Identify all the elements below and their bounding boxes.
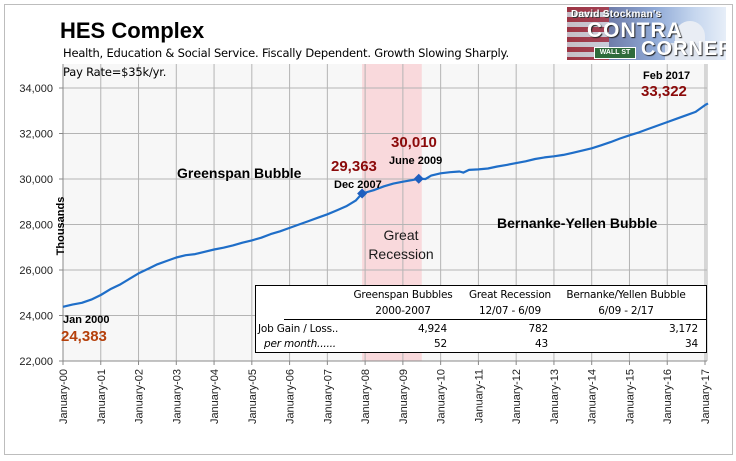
logo-author: David Stockman's — [571, 9, 662, 20]
x-tick-label: January-00 — [58, 369, 70, 424]
table-cell-jobgain-bernanke: 3,172 — [668, 323, 698, 335]
capitol-base-graphic — [665, 43, 717, 60]
table-cell-permonth-bernanke: 34 — [685, 338, 698, 350]
x-tick-label: January-09 — [398, 369, 410, 424]
series-line — [62, 102, 709, 308]
logo-corner: CORNER — [641, 38, 726, 60]
x-tick-label: January-01 — [96, 369, 108, 424]
annotation-jan2000-value: 24,383 — [61, 328, 107, 345]
annotation-feb2017-value: 33,322 — [641, 83, 687, 100]
x-tick-label: January-16 — [662, 369, 674, 424]
table-header-recession: Great Recession — [468, 289, 552, 301]
y-tick-label: 24,000 — [19, 311, 53, 323]
region-label-recession-line2: Recession — [368, 246, 434, 262]
chart-subtitle: Health, Education & Social Service. Fisc… — [63, 46, 509, 60]
table-cell-jobgain-recession: 782 — [528, 323, 549, 335]
x-tick-label: January-02 — [134, 369, 146, 424]
contra-corner-logo: David Stockman's CONTRA WALL ST CORNER — [567, 7, 726, 60]
x-tick-label: January-03 — [171, 369, 183, 424]
logo-contra: CONTRA — [587, 19, 683, 42]
x-tick-label: January-11 — [473, 369, 485, 423]
y-tick-label: 30,000 — [19, 174, 53, 186]
annotation-jun2009-date: June 2009 — [389, 155, 443, 167]
table-row-label-jobgain: Job Gain / Loss.. — [258, 323, 339, 335]
region-label-greenspan: Greenspan Bubble — [177, 165, 302, 181]
y-tick-label: 22,000 — [19, 356, 53, 368]
chart-title: HES Complex — [60, 18, 205, 43]
table-period-recession: 12/07 - 6/09 — [479, 305, 541, 317]
table-header-bernanke: Bernanke/Yellen Bubble — [566, 289, 686, 301]
x-tick-label: January-06 — [285, 369, 297, 424]
annotation-jan2000-date: Jan 2000 — [63, 314, 110, 326]
region-label-recession: Great Recession — [360, 226, 442, 264]
table-header-divider — [284, 319, 706, 320]
y-tick-label: 34,000 — [19, 83, 53, 95]
x-tick-label: January-12 — [511, 369, 523, 424]
x-tick-label: January-05 — [247, 369, 259, 424]
table-row-label-permonth: per month...... — [264, 338, 336, 350]
y-axis-label: Thousands — [55, 197, 67, 256]
y-tick-label: 28,000 — [19, 220, 53, 232]
y-tick-label: 26,000 — [19, 265, 53, 277]
summary-table: Greenspan Bubbles Great Recession Bernan… — [255, 285, 707, 353]
annotation-jun2009-value: 30,010 — [391, 134, 437, 151]
annotation-feb2017-date: Feb 2017 — [643, 70, 691, 82]
y-tick-label: 32,000 — [19, 129, 53, 141]
region-label-bernanke: Bernanke-Yellen Bubble — [497, 215, 658, 231]
table-cell-permonth-greenspan: 52 — [434, 338, 447, 350]
annotation-dec2007-value: 29,363 — [331, 158, 377, 175]
x-tick-label: January-13 — [549, 369, 561, 424]
x-tick-label: January-15 — [624, 369, 636, 424]
table-period-greenspan: 2000-2007 — [375, 305, 431, 317]
x-tick-label: January-14 — [587, 369, 599, 424]
table-cell-permonth-recession: 43 — [535, 338, 548, 350]
table-header-greenspan: Greenspan Bubbles — [353, 289, 453, 301]
annotation-dec2007-date: Dec 2007 — [334, 179, 382, 191]
data-point-marker — [357, 188, 368, 199]
x-tick-label: January-08 — [360, 369, 372, 424]
table-cell-jobgain-greenspan: 4,924 — [417, 323, 447, 335]
pay-rate-note: Pay Rate=$35k/yr. — [63, 65, 167, 79]
region-label-recession-line1: Great — [383, 227, 419, 243]
x-tick-label: January-04 — [209, 369, 221, 424]
x-tick-label: January-17 — [700, 369, 712, 424]
x-tick-label: January-10 — [436, 369, 448, 424]
x-tick-label: January-07 — [322, 369, 334, 424]
wall-street-sign: WALL ST — [594, 47, 636, 59]
data-point-marker — [413, 173, 424, 184]
table-period-bernanke: 6/09 - 2/17 — [598, 305, 654, 317]
